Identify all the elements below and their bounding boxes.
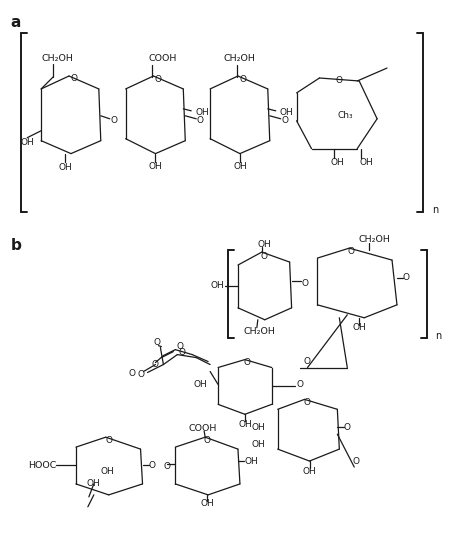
Text: O: O [301,279,308,288]
Text: CH₂OH: CH₂OH [224,54,256,63]
Text: O: O [177,342,184,351]
Text: OH: OH [251,440,265,449]
Text: CH₂OH: CH₂OH [41,54,73,63]
Text: O: O [149,461,156,469]
Text: OH: OH [101,467,115,475]
Text: O: O [403,273,409,283]
Text: OH: OH [245,457,259,466]
Text: COOH: COOH [189,424,218,433]
Text: OH: OH [210,282,224,290]
Text: OH: OH [280,108,293,117]
Text: OH: OH [302,468,316,477]
Text: O: O [154,338,161,347]
Text: O: O [240,76,246,85]
Text: O: O [296,380,303,389]
Text: OH: OH [330,158,344,167]
Text: OH: OH [58,163,72,172]
Text: O: O [243,358,251,367]
Text: HOOC: HOOC [28,461,56,469]
Text: a: a [11,15,21,30]
Text: O: O [348,247,355,256]
Text: OH: OH [359,158,373,167]
Text: OH: OH [149,162,162,171]
Text: OH: OH [353,323,366,332]
Text: OH: OH [233,162,247,171]
Text: n: n [436,330,442,341]
Text: OH: OH [20,138,34,147]
Text: O: O [129,369,135,378]
Text: OH: OH [193,380,207,389]
Text: OH: OH [251,423,265,432]
Text: O: O [70,75,78,83]
Text: n: n [431,205,438,215]
Text: CH₂OH: CH₂OH [244,327,276,336]
Text: b: b [11,238,21,253]
Text: O: O [105,436,112,445]
Text: O: O [155,76,162,85]
Text: O: O [303,398,310,407]
Text: O: O [196,116,204,125]
Text: O: O [336,76,343,86]
Text: OH: OH [200,500,214,508]
Text: O: O [179,348,186,357]
Text: O: O [303,357,310,366]
Text: O: O [152,360,159,369]
Text: Ch₃: Ch₃ [337,111,353,120]
Text: O: O [281,116,288,125]
Text: COOH: COOH [148,54,177,63]
Text: O: O [344,423,351,432]
Text: OH: OH [238,420,252,429]
Text: O: O [164,462,171,470]
Text: O: O [110,116,117,125]
Text: O: O [137,370,144,379]
Text: O: O [353,457,360,466]
Text: OH: OH [87,479,101,489]
Text: O: O [204,436,211,445]
Text: OH: OH [258,240,272,249]
Text: O: O [260,251,267,261]
Text: CH₂OH: CH₂OH [358,234,390,244]
Text: OH: OH [195,108,209,117]
